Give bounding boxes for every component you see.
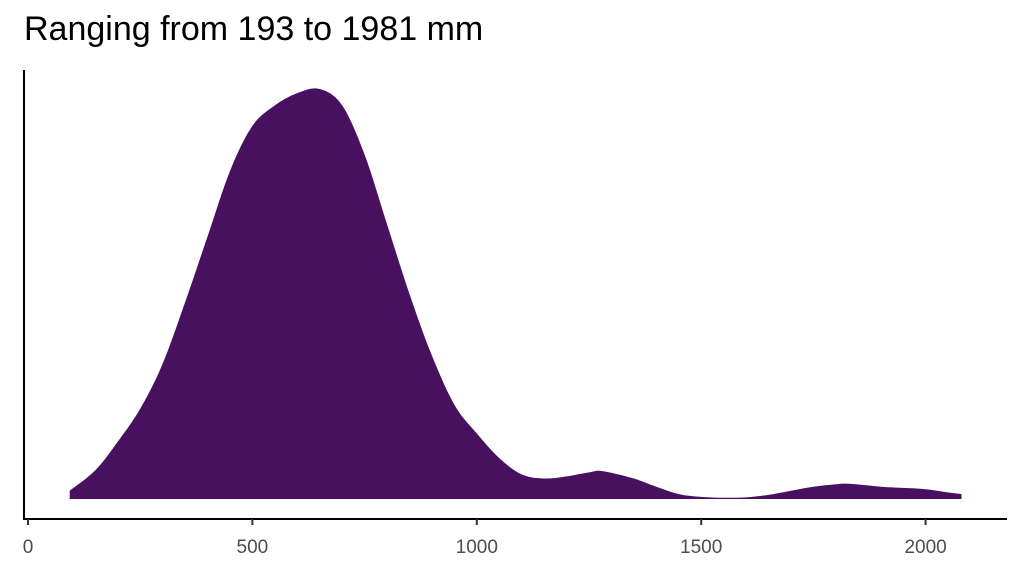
- x-tick-label: 500: [237, 537, 269, 558]
- x-tick-label: 1000: [456, 537, 498, 558]
- x-tick-label: 1500: [680, 537, 722, 558]
- chart-title: Ranging from 193 to 1981 mm: [24, 10, 484, 48]
- density-area: [69, 88, 962, 500]
- x-tick-label: 2000: [904, 537, 946, 558]
- x-tick-label: 0: [23, 537, 34, 558]
- x-axis-ticks: 0 500 1000 1500 2000: [23, 519, 947, 558]
